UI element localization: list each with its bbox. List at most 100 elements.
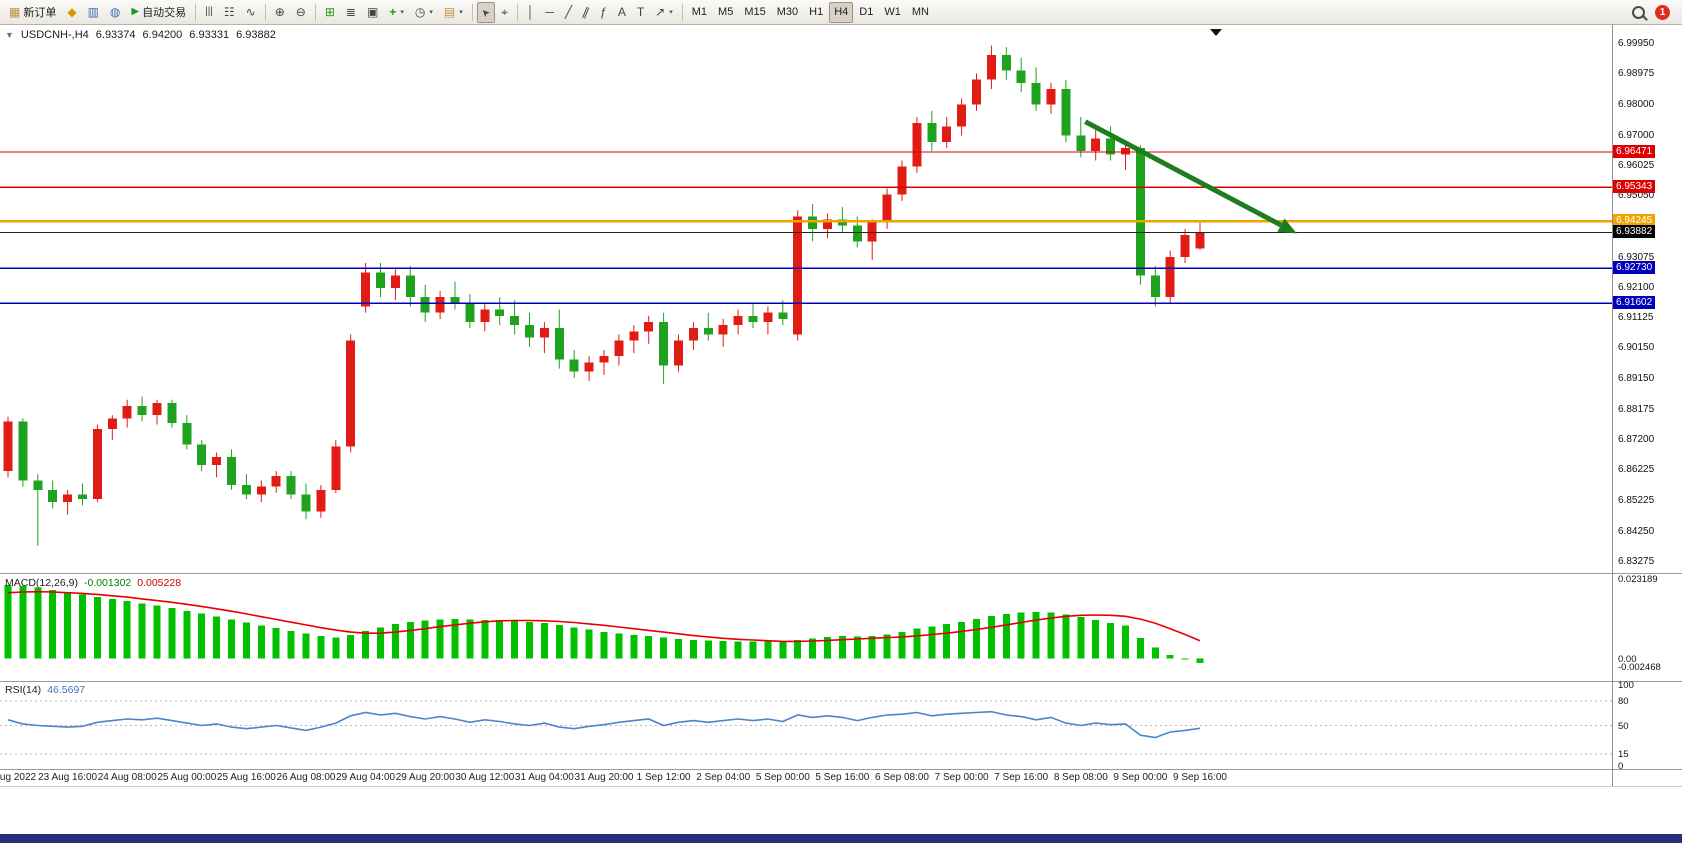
price-tick-label: 6.96025 — [1618, 159, 1655, 171]
macd-histogram-bar — [853, 636, 861, 659]
candle-up — [122, 405, 132, 419]
trend-arrow-line[interactable] — [1084, 119, 1283, 228]
date-tick-label: 8 Sep 08:00 — [1053, 772, 1108, 783]
timeframe-m15-button[interactable]: M15 — [739, 2, 770, 23]
main-price-chart[interactable] — [0, 24, 1612, 573]
new-order-button[interactable]: ▦ 新订单 — [4, 2, 61, 23]
broker-button[interactable]: ◆ — [62, 2, 81, 23]
one-click-trading-toggle-icon[interactable]: ▼ — [5, 30, 14, 40]
timeframe-label: M1 — [691, 6, 708, 18]
macd-histogram-bar — [585, 629, 593, 659]
symbol-timeframe-label: USDCNH-,H4 — [20, 29, 89, 41]
crosshair-icon: ⌖ — [501, 5, 508, 19]
candle-up — [688, 328, 698, 341]
candle-up — [823, 219, 832, 229]
timeframe-m30-button[interactable]: M30 — [772, 2, 803, 23]
macd-histogram-bar — [138, 603, 146, 659]
market-watch-icon: ▥ — [87, 5, 99, 19]
chart-shift-marker[interactable] — [1210, 29, 1222, 36]
window-list-button[interactable]: ≣ — [341, 2, 361, 23]
macd-histogram-bar — [511, 620, 519, 659]
timeframe-mn-button[interactable]: MN — [907, 2, 934, 23]
horizontal-line-tool-button[interactable]: ─ — [540, 2, 559, 23]
date-tick-label: 29 Aug 20:00 — [395, 772, 455, 783]
market-watch-button[interactable]: ▥ — [83, 2, 104, 23]
templates-button[interactable]: ▤ ▾ — [439, 2, 468, 23]
timeframe-d1-button[interactable]: D1 — [854, 2, 878, 23]
candle-up — [957, 104, 967, 127]
macd-histogram-bar — [868, 636, 876, 659]
candle-down — [837, 219, 847, 226]
line-chart-button[interactable]: ∿ — [241, 2, 261, 23]
tile-windows-button[interactable]: ⊞ — [320, 2, 340, 23]
timeframe-h4-button[interactable]: H4 — [829, 1, 854, 23]
macd-histogram-bar — [377, 627, 384, 659]
macd-histogram-bar — [451, 619, 459, 659]
candle-down — [18, 421, 28, 481]
notification-badge[interactable]: 1 — [1655, 4, 1670, 20]
timeframe-w1-button[interactable]: W1 — [879, 2, 906, 23]
search-icon[interactable] — [1632, 5, 1645, 19]
macd-histogram-bar — [973, 619, 980, 659]
fibonacci-tool-button[interactable]: ƒ — [595, 2, 612, 23]
timeframe-h1-button[interactable]: H1 — [804, 2, 828, 23]
text-label-tool-button[interactable]: T — [632, 2, 649, 23]
channel-tool-button[interactable]: ∥ — [578, 2, 594, 23]
date-tick-label: 7 Sep 16:00 — [994, 772, 1049, 783]
rsi-indicator-chart[interactable] — [0, 682, 1612, 769]
candle-up — [212, 457, 222, 465]
cursor-tool-button[interactable]: ➤ — [476, 1, 496, 23]
vertical-line-icon: │ — [526, 5, 535, 19]
timeframe-label: H4 — [834, 6, 849, 18]
zoom-out-button[interactable]: ⊖ — [291, 2, 311, 23]
cascade-windows-button[interactable]: ▣ — [362, 2, 383, 23]
new-order-label: 新订单 — [23, 7, 57, 19]
trendline-tool-button[interactable]: ╱ — [560, 2, 577, 23]
macd-indicator-chart[interactable] — [0, 574, 1612, 681]
macd-histogram-bar — [287, 630, 295, 659]
macd-histogram-bar — [809, 638, 817, 659]
macd-histogram-bar — [183, 610, 191, 659]
macd-histogram-bar — [883, 634, 891, 659]
panel-separator[interactable] — [0, 681, 1682, 682]
macd-histogram-bar — [958, 621, 966, 659]
price-tick-label: 6.93075 — [1618, 251, 1655, 263]
toolbar: ▦ 新订单 ◆ ▥ ◍ ▶ 自动交易 ||| ☷ ∿ ⊕ ⊖ — [0, 0, 1682, 25]
rsi-label: RSI(14) 46.5697 — [5, 684, 85, 696]
panel-separator[interactable] — [0, 573, 1682, 574]
bar-chart-button[interactable]: ||| — [200, 2, 218, 23]
chevron-down-icon: ▾ — [459, 9, 463, 16]
date-tick-label: 23 Aug 2022 — [0, 772, 37, 783]
timeframe-m1-button[interactable]: M1 — [687, 2, 712, 23]
zoom-in-button[interactable]: ⊕ — [270, 2, 290, 23]
macd-histogram-bar — [645, 635, 653, 659]
autotrading-play-icon: ▶ — [131, 6, 140, 17]
macd-axis-label: -0.002468 — [1618, 662, 1661, 673]
macd-histogram-bar — [928, 626, 936, 659]
candle-up — [331, 446, 341, 490]
macd-histogram-bar — [943, 624, 951, 659]
crosshair-tool-button[interactable]: ⌖ — [496, 2, 513, 23]
macd-histogram-bar — [317, 635, 325, 659]
shapes-tool-button[interactable]: ↗ ▾ — [650, 2, 678, 23]
indicators-button[interactable]: + ▾ — [384, 2, 409, 23]
candle-down — [495, 309, 505, 316]
candle-down — [1150, 275, 1160, 298]
community-button[interactable]: ◍ — [105, 2, 125, 23]
vertical-line-tool-button[interactable]: │ — [522, 2, 540, 23]
panel-separator — [0, 786, 1682, 787]
candle-up — [256, 486, 266, 495]
autotrading-button[interactable]: ▶ 自动交易 — [126, 2, 191, 23]
macd-histogram-bar — [913, 628, 921, 659]
toolbar-separator — [471, 3, 473, 21]
trend-arrow-head[interactable] — [1277, 218, 1297, 234]
macd-histogram-bar — [540, 622, 548, 659]
macd-histogram-bar — [1166, 655, 1174, 659]
text-tool-button[interactable]: A — [613, 2, 631, 23]
candle-chart-button[interactable]: ☷ — [219, 2, 240, 23]
periods-button[interactable]: ◷ ▾ — [410, 2, 438, 23]
timeframe-m5-button[interactable]: M5 — [713, 2, 738, 23]
panel-separator[interactable] — [0, 769, 1682, 770]
candle-up — [1165, 256, 1175, 298]
